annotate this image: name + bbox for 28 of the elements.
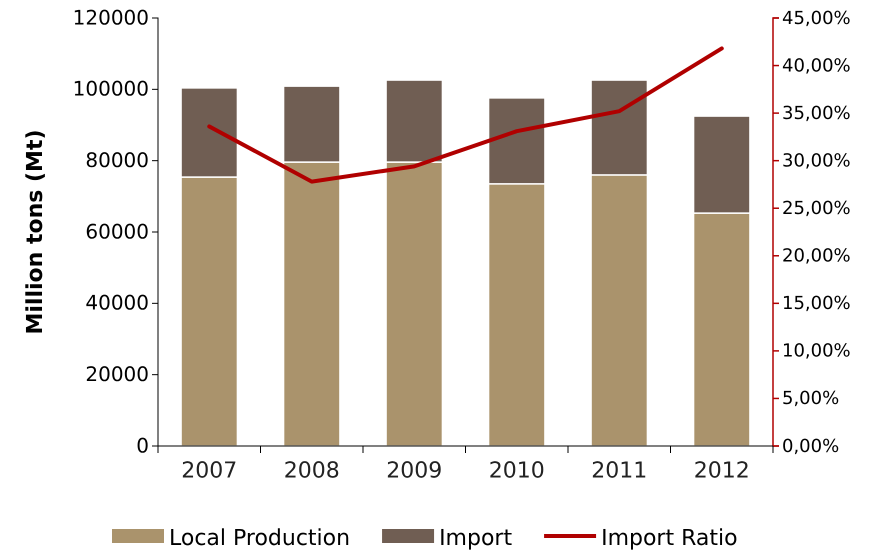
y-tick-label: 80000 [85, 148, 149, 172]
legend-label: Import Ratio [601, 526, 738, 551]
y2-tick-label: 10,00% [782, 340, 851, 362]
x-tick-label: 2007 [181, 458, 238, 484]
y-tick-label: 0 [136, 433, 149, 458]
x-tick-label: 2010 [488, 458, 545, 484]
x-tick-label: 2009 [386, 458, 442, 484]
y2-tick-label: 25,00% [782, 198, 851, 219]
x-tick-label: 2008 [284, 458, 340, 484]
y2-tick-label: 20,00% [782, 246, 851, 267]
y2-tick-label: 5,00% [782, 388, 840, 410]
legend-label: Import [439, 526, 512, 551]
y-tick-label: 100000 [72, 76, 149, 101]
y-axis-title: Million tons (Mt) [23, 129, 48, 335]
y2-tick-label: 40,00% [782, 55, 851, 76]
x-tick-label: 2012 [694, 458, 750, 484]
y2-tick-label: 35,00% [782, 102, 851, 124]
y2-tick-label: 0,00% [782, 436, 840, 457]
y-tick-label: 120000 [72, 5, 149, 30]
y-tick-label: 20000 [85, 362, 149, 386]
y2-tick-label: 15,00% [782, 293, 851, 314]
y-tick-label: 60000 [85, 219, 149, 244]
y2-tick-label: 30,00% [782, 150, 851, 172]
line-series [207, 46, 724, 184]
y2-tick-label: 45,00% [782, 8, 851, 29]
y-tick-label: 40000 [85, 290, 149, 315]
x-tick-label: 2011 [591, 458, 648, 484]
legend-label: Local Production [169, 526, 350, 551]
